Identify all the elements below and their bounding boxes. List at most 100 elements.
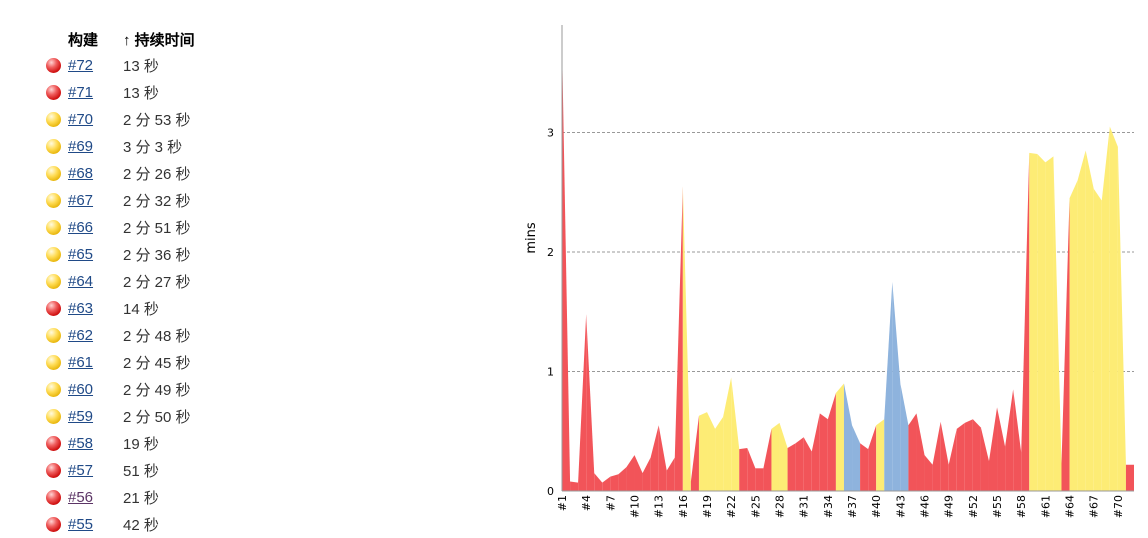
table-row: #58 19 秒	[44, 430, 195, 457]
table-row: #69 3 分 3 秒	[44, 133, 195, 160]
build-number-cell: #64	[68, 268, 123, 295]
area-segment-build-21	[723, 377, 732, 491]
build-number-cell: #65	[68, 241, 123, 268]
area-segment-build-27	[771, 422, 780, 491]
area-segment-build-52	[972, 419, 981, 491]
y-tick-labels: 0 1 2 3	[547, 127, 554, 498]
area-segment-build-43	[900, 383, 909, 491]
table-row: #63 14 秒	[44, 295, 195, 322]
build-link[interactable]: #60	[68, 381, 94, 398]
build-link[interactable]: #56	[68, 489, 94, 506]
area-segment-build-51	[964, 419, 973, 491]
build-number-cell: #67	[68, 187, 123, 214]
build-number-cell: #59	[68, 403, 123, 430]
table-row: #67 2 分 32 秒	[44, 187, 195, 214]
x-tick-label: #58	[1015, 495, 1028, 518]
status-cell	[44, 106, 68, 133]
build-link[interactable]: #66	[68, 219, 94, 236]
status-ball-icon	[46, 246, 61, 262]
area-segment-build-1	[562, 42, 571, 492]
build-link[interactable]: #58	[68, 435, 94, 452]
build-column-header[interactable]: 构建	[68, 31, 99, 49]
status-ball-icon	[46, 327, 61, 343]
status-cell	[44, 268, 68, 295]
axes	[561, 25, 1134, 492]
area-segment-build-65	[1077, 150, 1086, 491]
table-row: #61 2 分 45 秒	[44, 349, 195, 376]
area-segment-build-22	[731, 377, 740, 491]
x-tick-label: #61	[1039, 495, 1052, 518]
build-number-cell: #55	[68, 511, 123, 538]
duration-cell: 2 分 45 秒	[123, 355, 191, 372]
area-segment-build-38	[860, 443, 869, 491]
build-number-cell: #70	[68, 106, 123, 133]
area-segment-build-35	[835, 383, 844, 491]
area-segment-build-17	[690, 415, 699, 491]
area-segment-build-26	[763, 428, 772, 491]
area-segment-build-56	[1005, 389, 1014, 491]
status-cell	[44, 160, 68, 187]
area-segment-build-33	[819, 413, 828, 491]
duration-cell: 2 分 51 秒	[123, 220, 191, 237]
area-segment-build-45	[916, 413, 925, 491]
x-tick-label: #52	[967, 495, 980, 518]
duration-cell: 2 分 53 秒	[123, 112, 191, 129]
table-row: #65 2 分 36 秒	[44, 241, 195, 268]
y-tick-label: 3	[547, 127, 554, 140]
status-cell	[44, 52, 68, 79]
duration-cell: 2 分 36 秒	[123, 247, 191, 264]
area-segment-build-47	[932, 421, 941, 491]
table-row: #62 2 分 48 秒	[44, 322, 195, 349]
table-row: #68 2 分 26 秒	[44, 160, 195, 187]
status-ball-icon	[46, 381, 61, 397]
status-cell	[44, 295, 68, 322]
build-link[interactable]: #61	[68, 354, 94, 371]
x-tick-label: #46	[919, 495, 932, 518]
build-link[interactable]: #69	[68, 138, 94, 155]
duration-cell: 19 秒	[123, 436, 159, 453]
status-cell	[44, 322, 68, 349]
status-cell	[44, 349, 68, 376]
area-segment-build-54	[988, 407, 998, 491]
table-row: #64 2 分 27 秒	[44, 268, 195, 295]
status-ball-icon	[46, 516, 61, 532]
table-row: #60 2 分 49 秒	[44, 376, 195, 403]
x-tick-label: #28	[774, 495, 787, 518]
area-segment-build-68	[1101, 126, 1110, 492]
table-row: #56 21 秒	[44, 484, 195, 511]
build-link[interactable]: #55	[68, 516, 94, 533]
build-number-cell: #62	[68, 322, 123, 349]
build-link[interactable]: #68	[68, 165, 94, 182]
build-link[interactable]: #57	[68, 462, 94, 479]
duration-column-header[interactable]: ↑ 持续时间	[123, 31, 195, 49]
x-tick-label: #13	[653, 495, 666, 518]
build-link[interactable]: #64	[68, 273, 94, 290]
area-segment-build-50	[956, 422, 965, 491]
area-segment-build-58	[1021, 152, 1030, 491]
area-segment-build-53	[980, 427, 989, 491]
build-link[interactable]: #63	[68, 300, 94, 317]
build-link[interactable]: #67	[68, 192, 94, 209]
area-segment-build-5	[594, 473, 603, 491]
duration-cell: 2 分 48 秒	[123, 328, 191, 345]
duration-cell: 2 分 49 秒	[123, 382, 191, 399]
status-ball-icon	[46, 489, 61, 505]
status-cell	[44, 187, 68, 214]
y-tick-label: 1	[547, 366, 554, 379]
area-segment-build-3	[578, 314, 587, 491]
build-link[interactable]: #62	[68, 327, 94, 344]
build-number-cell: #68	[68, 160, 123, 187]
build-link[interactable]: #59	[68, 408, 94, 425]
build-link[interactable]: #70	[68, 111, 94, 128]
area-segment-build-23	[739, 447, 748, 491]
table-row: #57 51 秒	[44, 457, 195, 484]
duration-cell: 3 分 3 秒	[123, 139, 183, 156]
build-link[interactable]: #72	[68, 57, 94, 74]
status-cell	[44, 376, 68, 403]
area-segment-build-62	[1053, 156, 1062, 491]
area-segment-build-71	[1125, 464, 1134, 491]
build-link[interactable]: #65	[68, 246, 94, 263]
area-segment-build-19	[707, 412, 716, 491]
area-segment-build-49	[948, 428, 957, 491]
build-link[interactable]: #71	[68, 84, 94, 101]
